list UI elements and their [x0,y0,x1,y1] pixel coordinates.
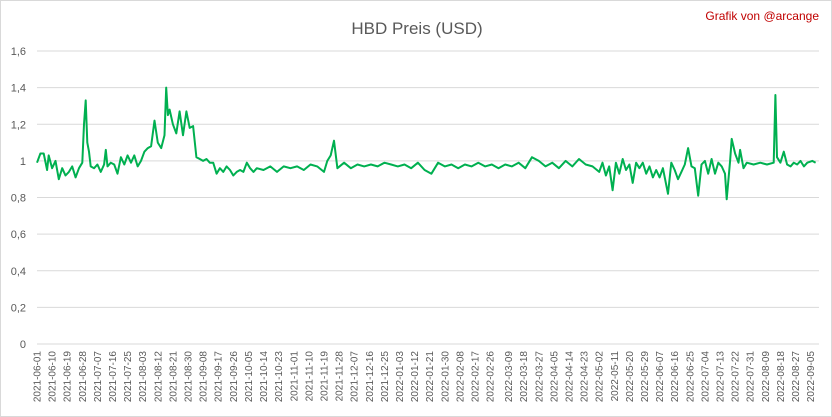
gridlines [37,50,819,345]
x-tick-label: 2022-08-27 [791,351,802,403]
y-tick-label: 0,4 [11,266,26,278]
x-tick-label: 2022-06-16 [670,351,681,403]
series-line-hbd-price [36,86,817,201]
x-tick-label: 2022-01-30 [440,351,451,403]
x-tick-label: 2022-01-21 [425,351,436,403]
x-tick-label: 2022-02-08 [455,351,466,403]
x-tick-label: 2021-12-07 [350,351,361,403]
x-tick-label: 2022-08-09 [761,351,772,403]
y-tick-label: 0,2 [11,302,26,314]
x-tick-label: 2021-07-16 [108,351,119,403]
y-axis-ticks: 0 0,2 0,4 0,6 0,8 1 1,2 1,4 1,6 [11,46,26,351]
x-tick-label: 2021-10-05 [244,351,255,403]
x-tick-label: 2022-04-23 [580,351,591,403]
x-tick-label: 2021-11-28 [335,351,346,402]
x-tick-label: 2021-12-25 [380,351,391,403]
x-tick-label: 2022-01-03 [395,351,406,403]
x-tick-label: 2022-04-14 [565,351,576,403]
x-tick-label: 2022-01-12 [410,351,421,403]
x-tick-label: 2022-09-05 [806,351,817,403]
x-tick-label: 2021-12-16 [365,351,376,403]
x-tick-label: 2022-07-22 [731,351,742,403]
x-tick-label: 2022-05-20 [625,351,636,403]
y-tick-label: 1,4 [11,83,26,95]
x-tick-label: 2021-06-19 [63,351,74,403]
x-tick-label: 2022-05-11 [610,351,621,402]
x-tick-label: 2021-11-19 [320,351,331,402]
y-tick-label: 0,8 [11,193,26,205]
x-tick-label: 2022-05-02 [595,351,606,403]
x-tick-label: 2021-09-26 [229,351,240,403]
x-tick-label: 2022-07-04 [700,351,711,403]
series-layer [36,86,817,201]
x-tick-label: 2021-08-03 [138,351,149,403]
x-tick-label: 2022-07-13 [716,351,727,403]
chart-credit: Grafik von @arcange [705,9,819,23]
x-tick-label: 2022-02-26 [486,351,497,403]
x-tick-label: 2021-10-23 [274,351,285,403]
x-tick-label: 2022-05-29 [640,351,651,403]
y-tick-label: 1,6 [11,46,26,58]
x-tick-label: 2021-08-12 [153,351,164,403]
x-tick-label: 2021-09-08 [199,351,210,403]
x-tick-label: 2021-06-01 [33,351,44,403]
x-tick-label: 2021-11-01 [289,351,300,402]
x-tick-label: 2022-03-18 [519,351,530,403]
y-tick-label: 1,2 [11,119,26,131]
x-tick-label: 2021-07-25 [123,351,134,403]
x-tick-label: 2021-08-21 [168,351,179,403]
x-tick-label: 2022-03-09 [504,351,515,403]
x-tick-label: 2022-02-17 [471,351,482,403]
x-tick-label: 2022-06-07 [655,351,666,403]
x-tick-label: 2022-07-31 [746,351,757,403]
x-tick-label: 2021-06-28 [78,351,89,403]
x-tick-label: 2022-08-18 [776,351,787,403]
y-tick-label: 1 [20,156,26,168]
y-tick-label: 0,6 [11,229,26,241]
x-tick-label: 2022-04-05 [549,351,560,403]
x-tick-label: 2022-06-25 [685,351,696,403]
x-tick-label: 2021-09-17 [214,351,225,403]
x-tick-label: 2021-07-07 [93,351,104,403]
x-tick-label: 2021-10-14 [259,351,270,403]
x-tick-label: 2021-11-10 [304,351,315,402]
chart-title: HBD Preis (USD) [351,19,482,38]
x-tick-label: 2022-03-27 [534,351,545,403]
y-tick-label: 0 [20,339,26,351]
x-tick-label: 2021-08-30 [184,351,195,403]
x-axis-ticks: 2021-06-01 2021-06-10 2021-06-19 2021-06-28… [33,351,818,403]
x-tick-label: 2021-06-10 [48,351,59,403]
